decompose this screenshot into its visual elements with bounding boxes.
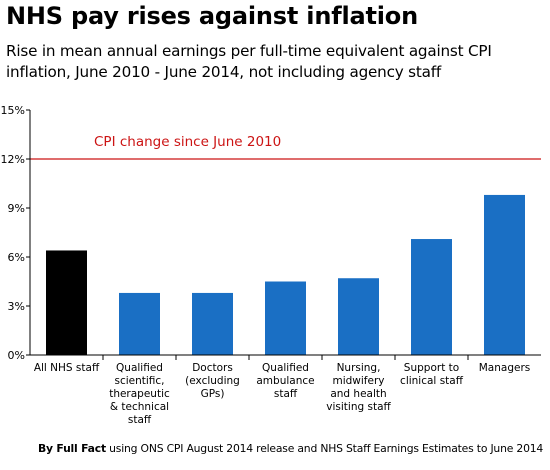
bar bbox=[119, 292, 160, 355]
bar-chart: 0% 3% 6% 9% 12% 15% CPI change since June 2010… bbox=[1, 104, 541, 426]
x-category-label: Managers bbox=[479, 362, 531, 374]
y-tick-label: 12% bbox=[1, 153, 25, 166]
x-category-label: Support to clinical staff bbox=[400, 362, 464, 387]
bar bbox=[192, 292, 233, 355]
y-tick-label: 15% bbox=[1, 104, 25, 117]
source-credit-text: using ONS CPI August 2014 release and NH… bbox=[105, 442, 544, 455]
y-tick-label: 6% bbox=[8, 251, 25, 264]
source-credit-bold: By Full Fact bbox=[38, 442, 106, 455]
chart-subtitle: Rise in mean annual earnings per full-ti… bbox=[6, 42, 492, 81]
source-credit: By Full Fact using ONS CPI August 2014 r… bbox=[38, 442, 543, 455]
bar bbox=[265, 281, 306, 355]
y-tick-label: 0% bbox=[8, 349, 25, 362]
bar bbox=[484, 194, 525, 355]
bar bbox=[46, 250, 87, 355]
x-category-label: Qualified scientific, therapeutic & technic… bbox=[109, 362, 170, 426]
x-category-label: Nursing, midwifery and health visiting staf… bbox=[326, 362, 391, 413]
y-tick-label: 3% bbox=[8, 300, 25, 313]
chart-title: NHS pay rises against inflation bbox=[6, 2, 418, 30]
x-category-label: Doctors (excluding GPs) bbox=[185, 362, 240, 400]
reference-line-label: CPI change since June 2010 bbox=[94, 134, 281, 150]
x-category-label: Qualified ambulance staff bbox=[256, 362, 314, 400]
bar bbox=[338, 278, 379, 355]
x-category-label: All NHS staff bbox=[34, 362, 100, 374]
bar bbox=[411, 239, 452, 355]
y-tick-label: 9% bbox=[8, 202, 25, 215]
